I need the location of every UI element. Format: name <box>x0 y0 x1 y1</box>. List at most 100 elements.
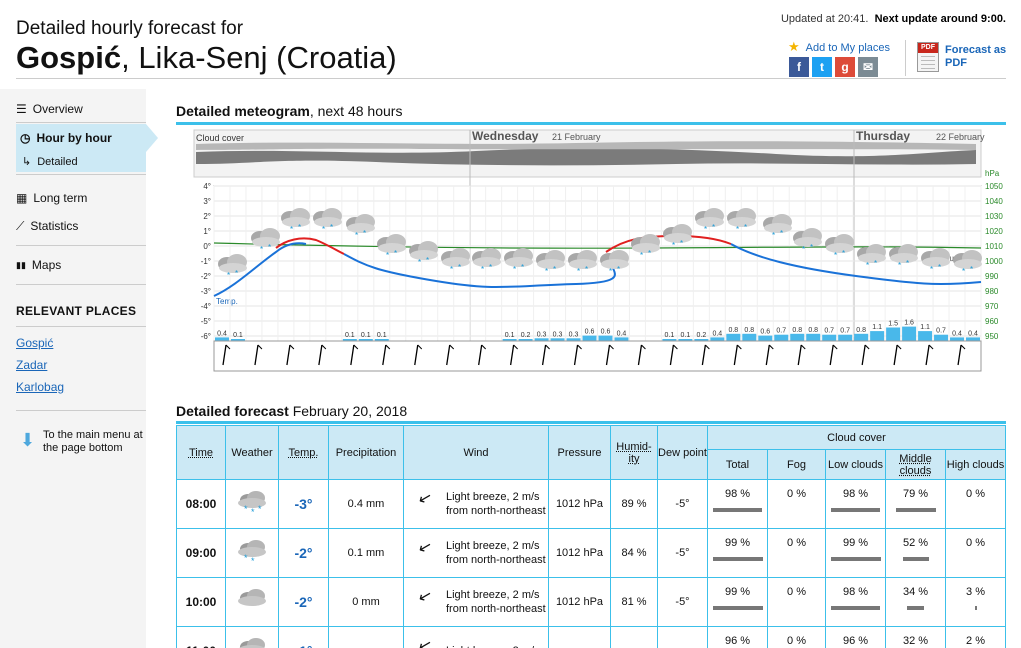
email-icon[interactable]: ✉ <box>858 57 878 77</box>
row-time: 10:00 <box>176 577 226 627</box>
wind-arrow <box>765 344 770 366</box>
nav-overview[interactable]: ☰ Overview <box>16 97 146 121</box>
pressure-tick: 1020 <box>985 227 1003 236</box>
cloud-bar <box>831 606 880 610</box>
cloud-icon: * * <box>600 250 629 276</box>
cloud-icon: * * <box>251 228 280 254</box>
wind-arrow-icon: ↙ <box>416 635 434 648</box>
svg-text:*: * <box>418 258 421 267</box>
svg-text:*: * <box>842 249 845 258</box>
section-rule <box>176 421 1006 424</box>
facebook-icon[interactable]: f <box>789 57 809 77</box>
wind-arrow <box>733 344 738 366</box>
cloud-cover-high <box>196 141 976 150</box>
middle-value: 34 % <box>902 586 929 598</box>
place-link[interactable]: Zadar <box>16 358 48 372</box>
col-temp[interactable]: Temp. <box>278 425 329 480</box>
wind-barb <box>768 344 774 350</box>
forecast-title: Detailed forecast <box>176 403 289 419</box>
wind-arrow <box>541 344 547 366</box>
svg-text:*: * <box>970 265 973 274</box>
cloud-bar <box>712 557 763 561</box>
wind-barb <box>673 344 678 350</box>
cloud-icon: * * <box>409 241 438 267</box>
precip-label: 1.5 <box>888 321 898 328</box>
place-link[interactable]: Karlobag <box>16 380 65 394</box>
wind-barb <box>705 344 710 350</box>
row-total: 98 % <box>707 479 768 529</box>
pdf-label-line1: Forecast as <box>945 44 1007 56</box>
nav-maps[interactable]: ▮▮ Maps <box>16 253 146 277</box>
nav-detailed[interactable]: ↳ Detailed <box>16 151 146 172</box>
google-plus-icon[interactable]: g <box>835 57 855 77</box>
precip-bar <box>534 338 549 341</box>
nav-statistics[interactable]: ⟋ Statistics <box>16 214 146 238</box>
wind-barb <box>353 344 359 350</box>
arrow-down-icon[interactable]: ⬇ <box>20 430 36 450</box>
cloud-icon: * * <box>313 208 342 234</box>
precip-bar <box>502 339 517 341</box>
col-humidity[interactable]: Humid-ity <box>610 425 658 480</box>
nav-hour-by-hour[interactable]: ◷ Hour by hour <box>16 124 146 151</box>
divider <box>16 284 146 285</box>
precip-bar <box>950 337 965 341</box>
temp-tick: -4° <box>201 302 211 311</box>
clock-icon: ◷ <box>20 130 31 145</box>
cloud-bar <box>902 557 929 561</box>
to-main-menu-link[interactable]: To the main menu at the page bottom <box>43 429 147 455</box>
col-middle[interactable]: Middle clouds <box>885 449 946 480</box>
svg-text:*: * <box>617 265 620 274</box>
weather-icon <box>225 577 279 627</box>
weather-icon: * * * <box>225 479 279 529</box>
col-low: Low clouds <box>825 449 886 480</box>
place-link[interactable]: Gospić <box>16 336 54 350</box>
cloud-icon: * * <box>472 248 501 274</box>
precip-label: 0.8 <box>744 327 754 334</box>
wind-arrow-icon: ↙ <box>416 488 434 509</box>
cloud-icon: * * <box>727 208 756 234</box>
nav-long-term[interactable]: ▦ Long term <box>16 186 146 210</box>
pdf-icon[interactable]: PDF <box>917 42 939 72</box>
precip-label: 0.1 <box>233 332 243 339</box>
row-fog: 0 % <box>767 577 826 627</box>
col-time[interactable]: Time <box>176 425 226 480</box>
wind-barb <box>864 344 870 350</box>
cloud-icon: * * <box>441 248 470 274</box>
day-date: 22 February <box>936 132 985 142</box>
divider <box>16 122 146 123</box>
row-dew: -5° <box>657 528 708 578</box>
divider <box>16 410 146 411</box>
precip-bar <box>854 333 869 341</box>
divider <box>16 326 146 327</box>
forecast-pdf-link[interactable]: Forecast as PDF <box>945 44 1006 70</box>
map-icon: ▮▮ <box>16 259 26 270</box>
row-precip: 0.1 mm <box>328 528 404 578</box>
precip-bar <box>870 331 885 341</box>
col-precip: Precipitation <box>328 425 404 480</box>
wind-arrow <box>414 344 419 366</box>
wind-arrow <box>382 344 387 366</box>
precip-label: 0.1 <box>665 332 675 339</box>
temp-tick: -2° <box>201 272 211 281</box>
nav-label: Statistics <box>30 219 79 233</box>
precip-label: 1.1 <box>920 324 930 331</box>
city-name: Gospić <box>16 40 122 75</box>
sidebar <box>0 89 146 648</box>
middle-value: 52 % <box>902 537 929 549</box>
nav-label: Maps <box>31 258 62 272</box>
wind-arrow <box>254 344 259 366</box>
temp-line-warm <box>275 237 345 255</box>
wind-arrow <box>318 344 323 366</box>
calendar-icon: ▦ <box>16 191 28 205</box>
svg-text:*: * <box>244 504 248 514</box>
row-low: 99 % <box>825 528 886 578</box>
low-value: 98 % <box>842 488 869 500</box>
precip-bar <box>215 337 229 341</box>
wind-arrow <box>286 344 291 366</box>
wind-arrow <box>446 344 451 366</box>
add-to-places-link[interactable]: ★ Add to My places <box>788 39 890 55</box>
precip-bar <box>374 339 389 341</box>
svg-text:*: * <box>898 261 901 270</box>
twitter-icon[interactable]: t <box>812 57 832 77</box>
next-update: Next update around 9:00. <box>874 13 1006 25</box>
